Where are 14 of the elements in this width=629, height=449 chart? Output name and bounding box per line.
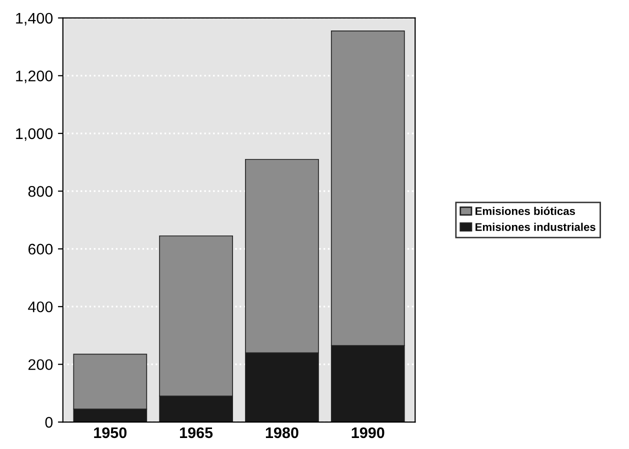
legend-label: Emisiones industriales bbox=[476, 222, 596, 231]
y-tick-label: 1,000 bbox=[16, 128, 53, 141]
y-tick-label: 600 bbox=[28, 244, 53, 255]
y-tick-label: 1,400 bbox=[16, 12, 53, 26]
x-tick-label: 1990 bbox=[352, 427, 384, 438]
y-tick-label: 0 bbox=[45, 416, 53, 428]
y-tick-label: 400 bbox=[28, 301, 53, 312]
legend-label: Emisiones bióticas bbox=[476, 206, 576, 216]
y-tick-label: 1,200 bbox=[16, 70, 53, 84]
y-tick-label: 200 bbox=[28, 359, 53, 370]
x-tick-label: 1965 bbox=[180, 427, 213, 438]
x-tick-label: 1950 bbox=[94, 427, 127, 438]
y-tick-label: 800 bbox=[28, 186, 53, 197]
x-tick-label: 1980 bbox=[266, 427, 298, 438]
